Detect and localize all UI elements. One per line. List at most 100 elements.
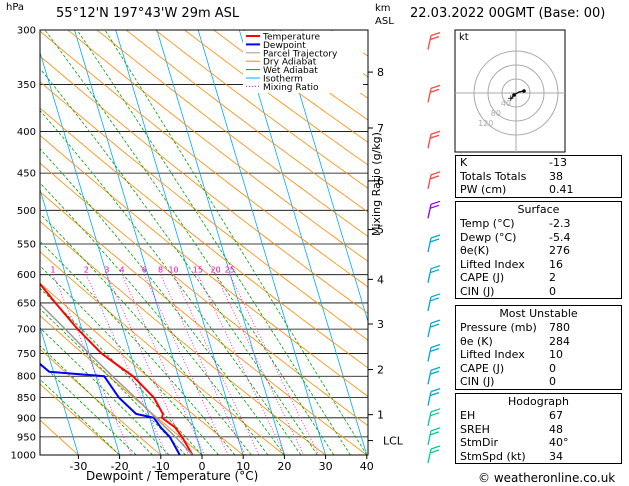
legend-item-wet-adiabat: Wet Adiabat	[263, 66, 318, 76]
isotherm-line	[197, 30, 326, 455]
wind-barb-flag	[429, 88, 440, 93]
x-tick-label: 40	[360, 460, 374, 473]
wind-barb-flag	[430, 343, 441, 349]
km-tick-label: 7	[377, 122, 384, 135]
isotherm-line	[238, 30, 368, 455]
y-tick-label: 800	[17, 372, 36, 383]
dry-adiabat-line	[40, 55, 368, 314]
hodograph-unit-label: kt	[459, 32, 469, 43]
table-row: θe(K) 276	[456, 244, 621, 258]
wind-barb-flag	[430, 388, 441, 393]
wind-barb	[427, 391, 432, 406]
row-label: CAPE (J)	[460, 271, 505, 284]
mixing-ratio-line	[85, 274, 167, 455]
wind-barb-flag	[429, 412, 440, 417]
row-value: 276	[549, 244, 570, 257]
km-tick-label: 1	[377, 409, 384, 422]
table-row: Pressure (mb) 780	[456, 321, 621, 335]
mixing-ratio-label: 6	[142, 266, 147, 275]
series-temperature	[40, 282, 194, 455]
copyright: © weatheronline.co.uk	[478, 471, 616, 485]
isotherm-line	[115, 30, 244, 455]
wind-barb-flag	[430, 408, 441, 413]
dry-adiabat-line	[40, 191, 368, 455]
km-tick-label: LCL	[383, 435, 404, 448]
dry-adiabat-line	[184, 30, 368, 166]
row-label: Totals Totals	[460, 169, 527, 183]
dry-adiabat-line	[40, 220, 326, 455]
table-row: EH 67	[456, 409, 621, 423]
wind-barb-flag	[430, 234, 441, 239]
wind-barb-flag	[430, 293, 441, 298]
mixing-ratio-label: 10	[168, 266, 178, 275]
surface-panel: Surface Temp (°C) -2.3 Dewp (°C) -5.4 θe(K) 27…	[455, 201, 622, 299]
wind-barb-flag	[429, 238, 440, 243]
x-tick-label: -10	[152, 460, 170, 473]
dry-adiabat-line	[125, 30, 368, 213]
km-tick-label: 5	[377, 224, 384, 237]
wind-barb-flag	[430, 427, 441, 432]
wind-barb-flag	[429, 297, 440, 302]
km-tick-label: 4	[377, 273, 384, 286]
hodograph-panel: Hodograph EH 67 SREH 48 StmDir 40° StmSpd (kt) 3…	[455, 393, 622, 464]
row-value: 0	[549, 284, 556, 298]
x-tick-label: 20	[277, 460, 291, 473]
table-row: CAPE (J) 0	[456, 362, 621, 376]
row-label: SREH	[460, 422, 490, 436]
row-label: K	[460, 156, 468, 169]
dry-adiabat-line	[96, 30, 368, 237]
mixing-ratio-label: 25	[225, 266, 235, 275]
wind-barb-flag	[430, 265, 441, 270]
wind-barb	[427, 174, 432, 190]
row-value: 10	[549, 348, 563, 361]
wind-barb	[427, 237, 432, 253]
row-value: 284	[549, 334, 570, 348]
dry-adiabat-line	[40, 107, 368, 369]
table-row: StmSpd (kt) 34	[456, 450, 621, 464]
legend-item-isotherm: Isotherm	[263, 75, 303, 85]
wind-barb-flag	[429, 449, 440, 454]
dry-adiabat-line	[40, 419, 79, 455]
hodograph-point	[512, 93, 516, 97]
wind-barb	[427, 347, 432, 362]
table-row: StmDir 40°	[456, 436, 621, 450]
wet-adiabat-line	[44, 30, 335, 455]
wind-barb-flag	[430, 366, 441, 371]
mixing-ratio-label: 15	[193, 266, 203, 275]
table-row: Dewp (°C) -5.4	[456, 231, 621, 245]
row-value: 48	[549, 422, 563, 436]
isotherm-line	[74, 30, 203, 455]
wind-barb	[427, 296, 432, 312]
row-label: θe(K)	[460, 244, 490, 257]
station-info: 55°12'N 197°43'W 29m ASL	[56, 6, 240, 21]
table-row: CAPE (J) 2	[456, 271, 621, 285]
table-row: Lifted Index 16	[456, 258, 621, 272]
pressure-unit-label: hPa	[6, 2, 25, 13]
row-value: -5.4	[549, 230, 571, 244]
series-dewpoint	[40, 362, 181, 455]
table-row: θe (K) 284	[456, 335, 621, 349]
wind-barb	[427, 35, 432, 50]
mixing-ratio-label: 4	[120, 266, 125, 275]
dry-adiabat-line	[40, 383, 120, 455]
y-tick-label: 450	[17, 169, 36, 180]
legend-box	[243, 31, 363, 93]
mixing-ratio-line	[160, 274, 246, 455]
table-row: SREH 48	[456, 423, 621, 437]
most-unstable-panel: Most Unstable Pressure (mb) 780 θe (K) 284 Li…	[455, 305, 622, 390]
table-row: CIN (J) 0	[456, 285, 621, 299]
x-tick-label: -30	[69, 460, 87, 473]
wind-barb-flag	[430, 171, 441, 176]
section-title: Surface	[517, 203, 560, 216]
indices-panel: K -13 Totals Totals 38 PW (cm) 0.41	[455, 155, 622, 198]
mixing-ratio-label: 20	[211, 266, 221, 275]
row-label: CAPE (J)	[460, 361, 505, 375]
wind-barb-flag	[430, 445, 441, 450]
section-title: Hodograph	[508, 395, 569, 408]
row-label: EH	[460, 409, 476, 422]
mixing-ratio-line	[121, 274, 205, 455]
dry-adiabat-line	[40, 348, 162, 455]
isotherm-line	[40, 325, 79, 455]
wind-barb	[427, 322, 432, 338]
datetime-label: 22.03.2022 00GMT (Base: 00)	[410, 6, 606, 21]
